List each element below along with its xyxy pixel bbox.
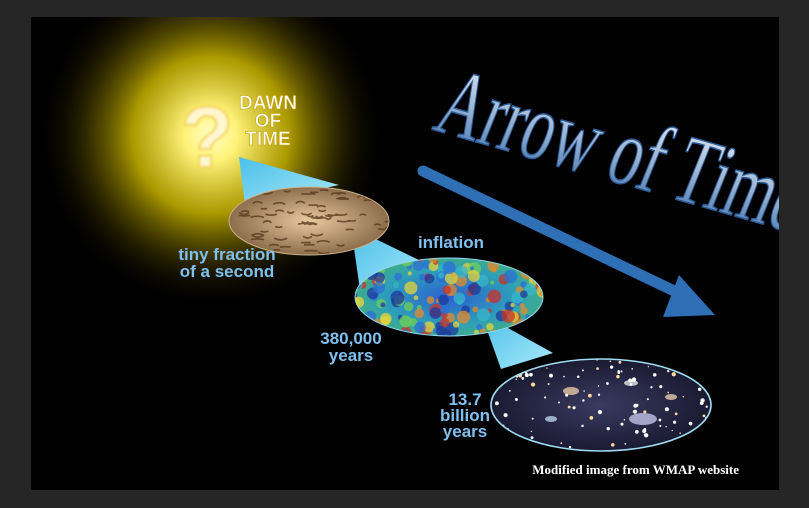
image-credit: Modified image from WMAP website [532, 462, 739, 477]
time-arrow [417, 165, 715, 317]
stage-label-380000-line-2: years [329, 346, 373, 365]
dawn-of-time-label: DAWN OF TIME [239, 93, 298, 151]
stage-label-13-7-line-1: 13.7 [448, 390, 481, 409]
arrow-title-text: Arrow of Time [423, 48, 779, 252]
stage-label-fraction-line-1: tiny fraction [178, 245, 275, 264]
time-arrow-head [663, 275, 715, 317]
foam-texture [228, 186, 390, 256]
question-mark-glyph: ? [181, 90, 234, 186]
dawn-line-2: OF [255, 111, 281, 132]
diagram-canvas: ? DAWN OF TIME Arrow of Time tiny fracti… [36, 17, 779, 477]
arrow-of-time-title: Arrow of Time [422, 48, 779, 253]
cmb-map-texture [354, 257, 544, 337]
stage-label-13-7-line-2: billion [440, 406, 490, 425]
stage-label-inflation: inflation [418, 233, 484, 252]
stage-label-380000-line-1: 380,000 [320, 329, 381, 348]
dawn-line-1: DAWN [239, 93, 297, 114]
cosmic-timeline-diagram: ? DAWN OF TIME Arrow of Time tiny fracti… [31, 17, 779, 490]
stage-label-fraction-line-2: of a second [180, 262, 274, 281]
galaxies-texture [490, 358, 712, 452]
stage-labels: tiny fraction of a second inflation 380,… [178, 233, 490, 441]
dawn-line-3: TIME [245, 129, 290, 150]
stage-label-13-7-line-3: years [443, 422, 487, 441]
